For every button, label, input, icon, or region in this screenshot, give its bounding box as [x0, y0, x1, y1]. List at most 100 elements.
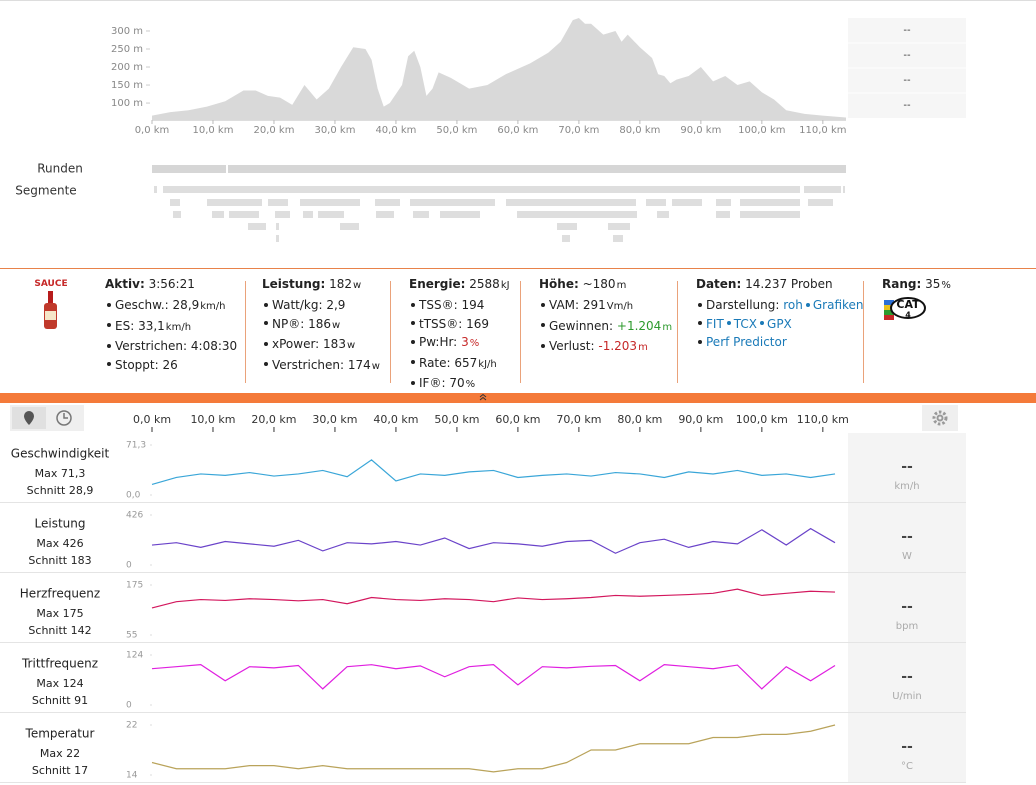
- stat-column: Rang: 35% CAT 4: [882, 277, 951, 324]
- item-label: TSS®:: [419, 298, 458, 312]
- y-tick-label: 0,0: [126, 491, 141, 501]
- bullet: [411, 339, 415, 344]
- stream-name: Leistung: [35, 517, 86, 531]
- elevation-area: [152, 18, 846, 120]
- bullet: [107, 302, 111, 307]
- y-tick-label: 250 m: [111, 44, 143, 55]
- stat-title: Rang:: [882, 277, 922, 291]
- stream-label-bg: [0, 573, 120, 642]
- stat-value: 182: [329, 277, 352, 291]
- readout: --: [903, 100, 911, 111]
- stream-bg: [848, 643, 966, 712]
- stream-max: Max 426: [36, 537, 83, 550]
- x-tick-label: 40,0 km: [375, 125, 416, 136]
- x-tick-label: 80,0 km: [619, 125, 660, 136]
- bullet: [264, 341, 268, 346]
- stat-unit: %: [941, 280, 951, 291]
- stat-value: 35: [925, 277, 941, 291]
- stream-avg: Schnitt 142: [28, 624, 91, 637]
- item-label: IF®:: [419, 376, 446, 390]
- stat-item: Verstrichen: 4:08:30: [105, 337, 237, 356]
- collapse-icon[interactable]: [479, 393, 487, 401]
- item-value: 33,1: [138, 318, 165, 333]
- item-label: tTSS®:: [419, 316, 463, 331]
- item-value: 657: [454, 355, 478, 370]
- x-tick-label: 10,0 km: [190, 413, 235, 426]
- divider: [677, 281, 678, 383]
- gear-icon[interactable]: [932, 410, 948, 426]
- stream-readout: --: [901, 459, 913, 475]
- bullet: [107, 343, 111, 348]
- badge-num: 4: [905, 311, 911, 320]
- link[interactable]: FIT: [706, 316, 724, 331]
- x-tick-label: 100,0 km: [736, 413, 788, 426]
- link[interactable]: roh: [783, 298, 803, 312]
- stream-unit: bpm: [896, 621, 918, 632]
- stream-name: Geschwindigkeit: [11, 447, 110, 461]
- link[interactable]: TCX: [733, 316, 758, 331]
- sauce-logo: SAUCE: [30, 279, 72, 335]
- clock-icon[interactable]: [56, 410, 72, 426]
- stream-bg: [848, 713, 966, 782]
- item-unit: m: [638, 342, 648, 353]
- stream-readout: --: [901, 529, 913, 545]
- link[interactable]: Perf Predictor: [706, 335, 787, 349]
- item-label: Gewinnen:: [549, 318, 614, 333]
- divider: [390, 281, 391, 383]
- stream-readout: --: [901, 669, 913, 685]
- x-tick-label: 90,0 km: [680, 125, 721, 136]
- stream-unit: W: [902, 551, 912, 562]
- item-unit: %: [469, 338, 480, 349]
- item-unit: km/h: [200, 301, 226, 312]
- stat-column: Energie: 2588kJ TSS®: 194 tTSS®: 169 Pw:Hr:…: [409, 277, 510, 395]
- item-label: Darstellung:: [706, 298, 780, 312]
- link-separator: [726, 321, 731, 325]
- y-tick-label: 0: [126, 561, 132, 571]
- stream-line: [151, 588, 836, 609]
- bullet: [264, 321, 268, 325]
- pin-icon[interactable]: [24, 411, 34, 425]
- stat-value: ~180: [582, 277, 616, 291]
- stat-item: xPower: 183w: [262, 335, 380, 356]
- stat-head: Höhe: ~180m: [539, 277, 672, 291]
- badge-stripe: [884, 300, 894, 305]
- link[interactable]: Grafiken: [812, 298, 864, 312]
- item-value: 26: [162, 357, 178, 372]
- link[interactable]: GPX: [767, 316, 792, 331]
- item-value: 28,9: [172, 298, 200, 312]
- collapse-bar[interactable]: [0, 393, 1036, 403]
- y-tick-label: 0: [126, 701, 132, 711]
- y-tick-label: 200 m: [111, 62, 143, 73]
- stat-item: FIT TCX GPX: [696, 315, 864, 334]
- stat-item: Verlust: -1.203m: [539, 337, 672, 358]
- item-label: Stoppt:: [115, 357, 159, 372]
- y-tick-label: 124: [126, 651, 143, 661]
- y-tick-label: 22: [126, 721, 137, 731]
- stream-line: [151, 664, 836, 690]
- bullet: [107, 362, 111, 366]
- stat-title: Leistung:: [262, 277, 326, 291]
- logo-text: SAUCE: [34, 279, 68, 289]
- item-label: Verstrichen:: [115, 339, 188, 353]
- y-tick-label: 14: [126, 771, 138, 781]
- stream-unit: U/min: [892, 691, 922, 702]
- item-label: Watt/kg:: [272, 298, 323, 312]
- x-tick-label: 100,0 km: [738, 125, 785, 136]
- bullet: [698, 302, 702, 307]
- item-value: 3: [461, 335, 469, 349]
- item-value: 4:08:30: [190, 339, 238, 353]
- item-label: NP®:: [272, 316, 305, 331]
- x-tick-label: 110,0 km: [797, 413, 849, 426]
- link-separator: [805, 302, 810, 307]
- lap-bars: [152, 165, 846, 173]
- clock-hands: [63, 413, 68, 419]
- item-value: 194: [461, 298, 485, 312]
- stream-avg: Schnitt 28,9: [27, 484, 94, 497]
- item-value: 291: [582, 298, 606, 312]
- badge-text: CAT: [896, 298, 920, 311]
- stat-unit: w: [353, 280, 362, 291]
- divider: [245, 281, 246, 383]
- item-label: ES:: [115, 318, 135, 333]
- stat-value: 3:56:21: [148, 277, 195, 291]
